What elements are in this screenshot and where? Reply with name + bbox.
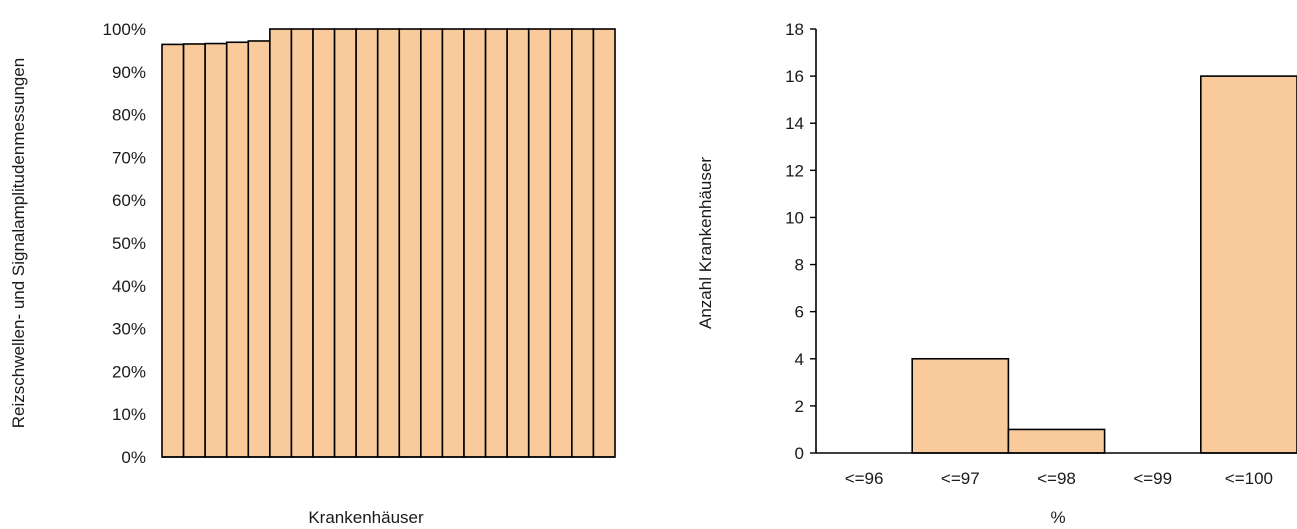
right-bar — [1200, 75, 1297, 454]
right-y-tick-label: 6 — [795, 303, 804, 322]
left-bar — [463, 28, 487, 458]
right-axes — [815, 29, 1297, 454]
right-y-tick-label: 16 — [785, 67, 804, 86]
left-bar — [204, 42, 228, 458]
left-bar — [355, 28, 379, 458]
right-y-tick-label: 0 — [795, 444, 804, 463]
right-y-tick-label: 12 — [785, 161, 804, 180]
left-bar — [527, 28, 552, 458]
left-y-tick-label: 50% — [112, 234, 146, 253]
left-bar — [225, 41, 250, 458]
left-bar — [269, 28, 293, 458]
right-x-tick-label: <=99 — [1133, 469, 1172, 488]
left-bar — [571, 28, 595, 458]
left-bar — [182, 43, 206, 458]
right-x-tick-label: <=100 — [1225, 469, 1273, 488]
left-y-tick-label: 40% — [112, 277, 146, 296]
right-x-tick-label: <=97 — [941, 469, 980, 488]
left-bar — [549, 28, 573, 458]
left-y-tick-label: 100% — [103, 20, 146, 39]
left-bar — [398, 28, 422, 458]
right-bars — [911, 75, 1297, 454]
right-y-tick-label: 10 — [785, 208, 804, 227]
right-bar — [911, 357, 1010, 454]
hospital-rate-bar-chart: 0% 10% 20% 30% 40% 50% 60% 70% 80% 90% 100% Reizsc… — [9, 20, 616, 527]
left-y-tick-label: 0% — [121, 448, 146, 467]
left-y-tick-label: 80% — [112, 106, 146, 125]
left-y-tick-label: 70% — [112, 148, 146, 167]
left-y-tick-labels: 0% 10% 20% 30% 40% 50% 60% 70% 80% 90% 100% — [103, 20, 146, 467]
right-y-tick-label: 4 — [795, 350, 804, 369]
left-bar — [290, 28, 314, 458]
left-y-tick-label: 20% — [112, 362, 146, 381]
right-y-tick-label: 2 — [795, 397, 804, 416]
right-x-axis-title: % — [1050, 508, 1065, 527]
hospital-count-histogram: 0 2 4 6 8 10 12 14 16 18 <=96 <=97 <=98 <=99 <=100 An… — [696, 20, 1297, 527]
left-x-axis-title: Krankenhäuser — [308, 508, 424, 527]
right-bar — [1007, 428, 1106, 454]
left-bar — [506, 28, 530, 458]
left-bar — [592, 28, 616, 458]
right-x-tick-label: <=98 — [1037, 469, 1076, 488]
left-y-tick-label: 60% — [112, 191, 146, 210]
left-bars — [161, 28, 616, 458]
left-bar — [484, 28, 508, 458]
right-x-tick-labels: <=96 <=97 <=98 <=99 <=100 — [845, 469, 1273, 488]
left-y-tick-label: 10% — [112, 405, 146, 424]
left-y-tick-label: 90% — [112, 63, 146, 82]
left-bar — [420, 28, 444, 458]
right-y-tick-labels: 0 2 4 6 8 10 12 14 16 18 — [785, 20, 816, 463]
right-y-tick-label: 14 — [785, 114, 804, 133]
left-bar — [333, 28, 357, 458]
left-bar — [247, 40, 271, 458]
right-y-axis-title: Anzahl Krankenhäuser — [696, 157, 715, 329]
left-y-tick-label: 30% — [112, 320, 146, 339]
left-bar — [376, 28, 401, 458]
right-x-tick-label: <=96 — [845, 469, 884, 488]
left-bar — [312, 28, 336, 458]
left-bar — [161, 43, 185, 458]
left-y-axis-title: Reizschwellen- und Signalamplitudenmessu… — [9, 58, 28, 428]
left-bar — [441, 28, 465, 458]
right-y-tick-label: 8 — [795, 256, 804, 275]
right-y-tick-label: 18 — [785, 20, 804, 39]
